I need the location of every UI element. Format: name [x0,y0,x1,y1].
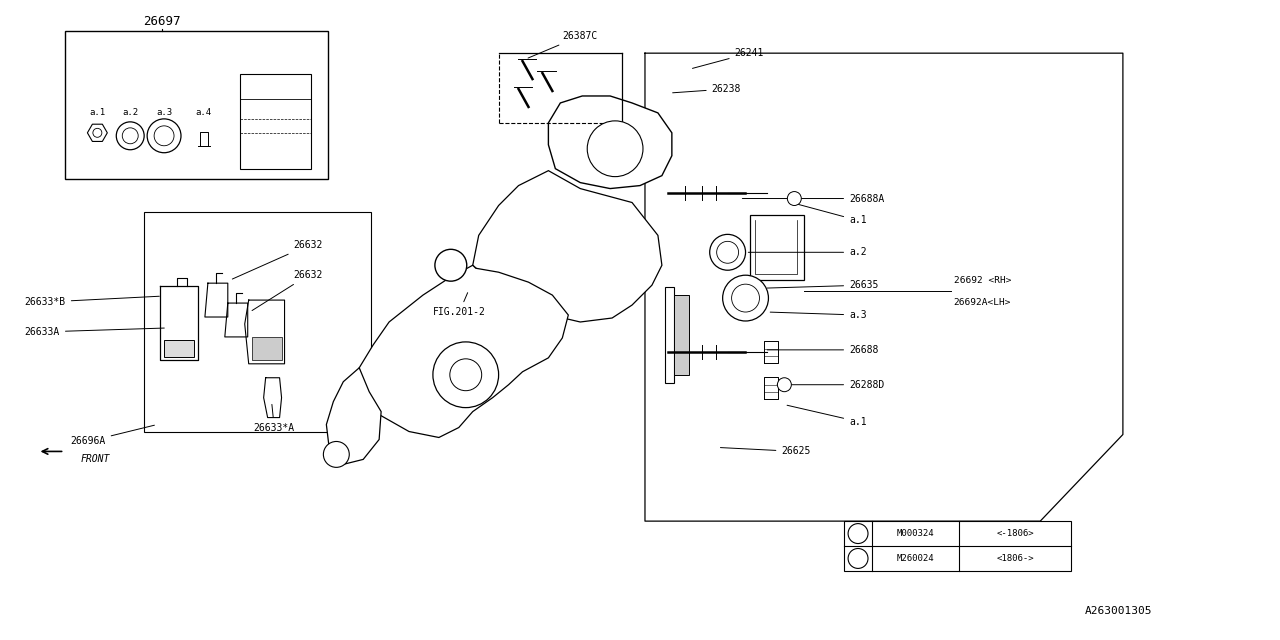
Text: 26387C: 26387C [529,31,598,58]
Text: a.2: a.2 [122,108,138,117]
Polygon shape [164,340,195,357]
Text: 1: 1 [855,554,860,563]
Polygon shape [472,171,662,322]
Circle shape [849,548,868,568]
Text: 26241: 26241 [692,48,764,68]
Circle shape [433,342,499,408]
Text: 26697: 26697 [143,15,180,28]
Text: 26633*A: 26633*A [253,404,294,433]
Polygon shape [326,368,381,465]
Text: 26632: 26632 [233,241,323,279]
Text: 26688A: 26688A [742,193,884,204]
Text: A263001305: A263001305 [1085,605,1153,616]
Polygon shape [548,96,672,189]
Text: 26692A<LH>: 26692A<LH> [954,298,1011,307]
Text: 26238: 26238 [672,84,741,94]
Text: <-1806>: <-1806> [997,529,1034,538]
Circle shape [732,284,759,312]
Text: a.1: a.1 [90,108,105,117]
Text: a.3: a.3 [156,108,172,117]
Polygon shape [252,337,282,360]
Bar [64,31,329,179]
Bar [145,212,371,431]
Circle shape [435,250,467,281]
Text: <1806->: <1806-> [997,554,1034,563]
Text: a.1: a.1 [787,405,867,426]
Text: 26633*B: 26633*B [24,296,159,307]
Text: 26692 <RH>: 26692 <RH> [954,276,1011,285]
Text: FRONT: FRONT [81,454,110,465]
Polygon shape [87,124,108,141]
Circle shape [324,442,349,467]
Text: 26288D: 26288D [777,380,884,390]
Text: 26633A: 26633A [24,327,164,337]
Circle shape [116,122,145,150]
Circle shape [723,275,768,321]
Circle shape [588,121,643,177]
Circle shape [154,126,174,146]
Text: 1: 1 [448,260,454,270]
Circle shape [777,378,791,392]
Circle shape [717,241,739,263]
Text: a.2: a.2 [749,247,867,257]
Text: 26688: 26688 [767,345,878,355]
Text: a.4: a.4 [196,108,212,117]
Polygon shape [664,287,673,383]
Text: 26696A: 26696A [70,425,155,447]
Bar [750,216,804,280]
Text: a.1: a.1 [794,204,867,225]
Text: 1: 1 [855,529,860,538]
Circle shape [449,359,481,390]
Bar [844,521,1071,571]
Bar [239,74,311,169]
Text: FIG.201-2: FIG.201-2 [433,292,486,317]
Circle shape [709,234,745,270]
Polygon shape [360,265,568,438]
Circle shape [787,191,801,205]
Circle shape [93,129,102,138]
Text: a.3: a.3 [771,310,867,320]
Text: 26625: 26625 [721,447,810,456]
Polygon shape [673,295,689,375]
Circle shape [147,119,180,153]
Text: 26635: 26635 [767,280,878,290]
Circle shape [123,128,138,144]
Text: M000324: M000324 [897,529,934,538]
Text: M260024: M260024 [897,554,934,563]
Circle shape [849,524,868,543]
Text: 26632: 26632 [252,270,323,310]
